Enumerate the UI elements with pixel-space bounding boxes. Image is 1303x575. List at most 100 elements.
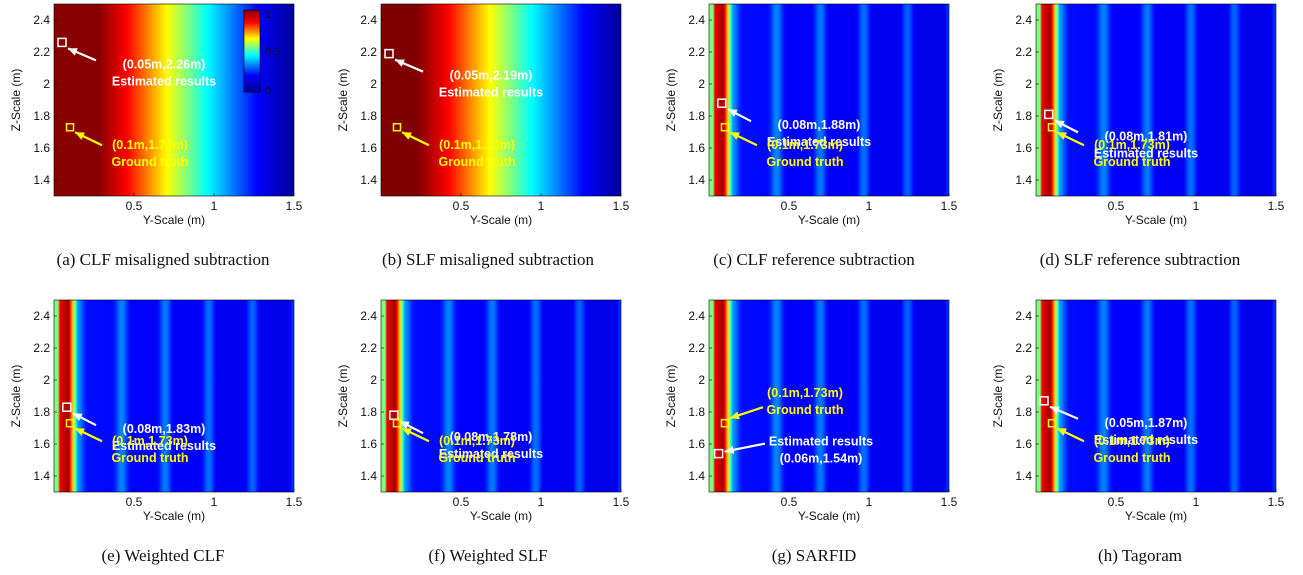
y-axis-label: Z-Scale (m) bbox=[336, 69, 350, 132]
y-tick-label: 1.6 bbox=[688, 141, 705, 155]
heatmap-image bbox=[381, 4, 621, 196]
ground-truth-arrow-head bbox=[402, 428, 412, 436]
y-axis-label: Z-Scale (m) bbox=[991, 365, 1005, 428]
ground-truth-marker bbox=[65, 122, 75, 132]
x-axis-label: Y-Scale (m) bbox=[470, 213, 532, 227]
x-tick-label: 1 bbox=[866, 495, 873, 509]
ground-truth-label-text: Ground truth bbox=[766, 155, 843, 169]
y-tick-label: 1.6 bbox=[360, 437, 377, 451]
y-tick-label: 1.4 bbox=[33, 173, 50, 187]
colorbar bbox=[243, 9, 261, 93]
heatmap-image bbox=[1036, 300, 1276, 492]
subfigure-caption: (c) CLF reference subtraction bbox=[713, 250, 915, 269]
estimated-label-coord: (0.08m,1.83m) bbox=[123, 422, 206, 436]
x-axis-label: Y-Scale (m) bbox=[470, 509, 532, 523]
estimated-label-text: Estimated results bbox=[439, 86, 543, 100]
plot-frame bbox=[708, 3, 950, 197]
ground-truth-marker bbox=[392, 418, 402, 428]
x-axis-label: Y-Scale (m) bbox=[1125, 213, 1187, 227]
y-tick-label: 2 bbox=[370, 77, 377, 91]
estimated-label-coord: Estimated results bbox=[769, 435, 873, 449]
x-tick-label: 0.5 bbox=[1108, 495, 1125, 509]
x-tick-label: 1.5 bbox=[1268, 199, 1285, 213]
ground-truth-label-coord: (0.1m,1.73m) bbox=[112, 434, 188, 448]
heatmap-panel-8: 0.5 1 1.5 1.4 1.6 1.8 2 2.2 2.4 Y-Scale (m) Z-Scal… bbox=[991, 299, 1285, 523]
ground-truth-label-text: Ground truth bbox=[1093, 155, 1170, 169]
estimated-label-text: Estimated results bbox=[439, 447, 543, 461]
ground-truth-label-text: Ground truth bbox=[438, 451, 515, 465]
y-tick-label: 1.4 bbox=[360, 173, 377, 187]
ground-truth-arrow-head bbox=[1057, 428, 1067, 436]
estimated-arrow-head bbox=[68, 48, 78, 56]
heatmap-panel-2: 0.5 1 1.5 1.4 1.6 1.8 2 2.2 2.4 Y-Scale (m) Z-Scal… bbox=[336, 3, 630, 227]
estimated-marker bbox=[57, 37, 67, 48]
y-axis-label: Z-Scale (m) bbox=[664, 69, 678, 132]
estimated-label-text: Estimated results bbox=[112, 74, 216, 88]
y-tick-label: 1.6 bbox=[33, 437, 50, 451]
y-tick-label: 1.8 bbox=[688, 109, 705, 123]
y-tick-label: 1.8 bbox=[1015, 109, 1032, 123]
ground-truth-label-text: Ground truth bbox=[111, 155, 188, 169]
x-tick-label: 1 bbox=[1193, 199, 1200, 213]
ground-truth-label-coord: (0.1m,1.73m) bbox=[767, 386, 843, 400]
y-axis-label: Z-Scale (m) bbox=[664, 365, 678, 428]
estimated-label-text: (0.06m,1.54m) bbox=[780, 452, 863, 466]
estimated-arrow-head bbox=[724, 445, 735, 454]
x-tick-label: 0.5 bbox=[781, 199, 798, 213]
ground-truth-marker bbox=[392, 122, 402, 132]
x-tick-label: 0.5 bbox=[781, 495, 798, 509]
x-axis-label: Y-Scale (m) bbox=[143, 509, 205, 523]
x-tick-label: 0.5 bbox=[453, 495, 470, 509]
ground-truth-marker bbox=[720, 122, 730, 132]
y-tick-label: 2 bbox=[1025, 373, 1032, 387]
estimated-label-text: Estimated results bbox=[1094, 433, 1198, 447]
y-tick-label: 1.8 bbox=[33, 109, 50, 123]
subfigure-caption: (d) SLF reference subtraction bbox=[1039, 250, 1241, 269]
ground-truth-label-coord: (0.1m,1.73m) bbox=[112, 138, 188, 152]
estimated-arrow-head bbox=[727, 109, 738, 117]
plot-frame bbox=[53, 299, 295, 493]
y-tick-label: 1.8 bbox=[688, 405, 705, 419]
y-tick-label: 2 bbox=[1025, 77, 1032, 91]
plot-frame bbox=[708, 299, 950, 493]
x-tick-label: 0.5 bbox=[126, 495, 143, 509]
y-tick-label: 2.4 bbox=[33, 13, 50, 27]
y-axis-label: Z-Scale (m) bbox=[9, 365, 23, 428]
y-tick-label: 1.4 bbox=[1015, 173, 1032, 187]
y-tick-label: 2.2 bbox=[1015, 45, 1032, 59]
subfigure-caption: (h) Tagoram bbox=[1098, 546, 1182, 565]
y-tick-label: 2 bbox=[43, 77, 50, 91]
y-tick-label: 2.2 bbox=[1015, 341, 1032, 355]
x-tick-label: 0.5 bbox=[126, 199, 143, 213]
estimated-label-coord: (0.05m,2.19m) bbox=[450, 69, 533, 83]
y-tick-label: 2.2 bbox=[360, 341, 377, 355]
plot-frame bbox=[1035, 299, 1277, 493]
estimated-marker bbox=[384, 48, 394, 59]
subfigure-caption: (b) SLF misaligned subtraction bbox=[381, 250, 594, 269]
x-tick-label: 1 bbox=[211, 495, 218, 509]
heatmap-image bbox=[381, 300, 621, 492]
ground-truth-marker bbox=[720, 418, 730, 428]
x-tick-label: 1 bbox=[211, 199, 218, 213]
estimated-label-coord: (0.05m,2.26m) bbox=[123, 57, 206, 71]
subfigure-caption: (f) Weighted SLF bbox=[428, 546, 548, 565]
y-axis-label: Z-Scale (m) bbox=[336, 365, 350, 428]
ground-truth-label-coord: (0.1m,1.73m) bbox=[439, 138, 515, 152]
estimated-marker bbox=[62, 402, 72, 412]
colorbar-tick-label: 1 bbox=[265, 9, 271, 21]
estimated-arrow-head bbox=[395, 59, 405, 67]
x-tick-label: 1 bbox=[538, 199, 545, 213]
estimated-arrow-head bbox=[72, 413, 83, 421]
y-tick-label: 2 bbox=[698, 77, 705, 91]
y-axis-label: Z-Scale (m) bbox=[991, 69, 1005, 132]
heatmap-panel-3: 0.5 1 1.5 1.4 1.6 1.8 2 2.2 2.4 Y-Scale (m) Z-Scal… bbox=[664, 3, 958, 227]
x-tick-label: 1 bbox=[866, 199, 873, 213]
y-tick-label: 1.6 bbox=[1015, 141, 1032, 155]
ground-truth-arrow-head bbox=[75, 428, 85, 436]
estimated-marker bbox=[1044, 109, 1054, 120]
y-tick-label: 1.6 bbox=[1015, 437, 1032, 451]
estimated-label-coord: (0.08m,1.78m) bbox=[450, 430, 533, 444]
heatmap-panel-4: 0.5 1 1.5 1.4 1.6 1.8 2 2.2 2.4 Y-Scale (m) Z-Scal… bbox=[991, 3, 1285, 227]
y-tick-label: 2.2 bbox=[33, 341, 50, 355]
ground-truth-arrow-head bbox=[75, 132, 85, 140]
